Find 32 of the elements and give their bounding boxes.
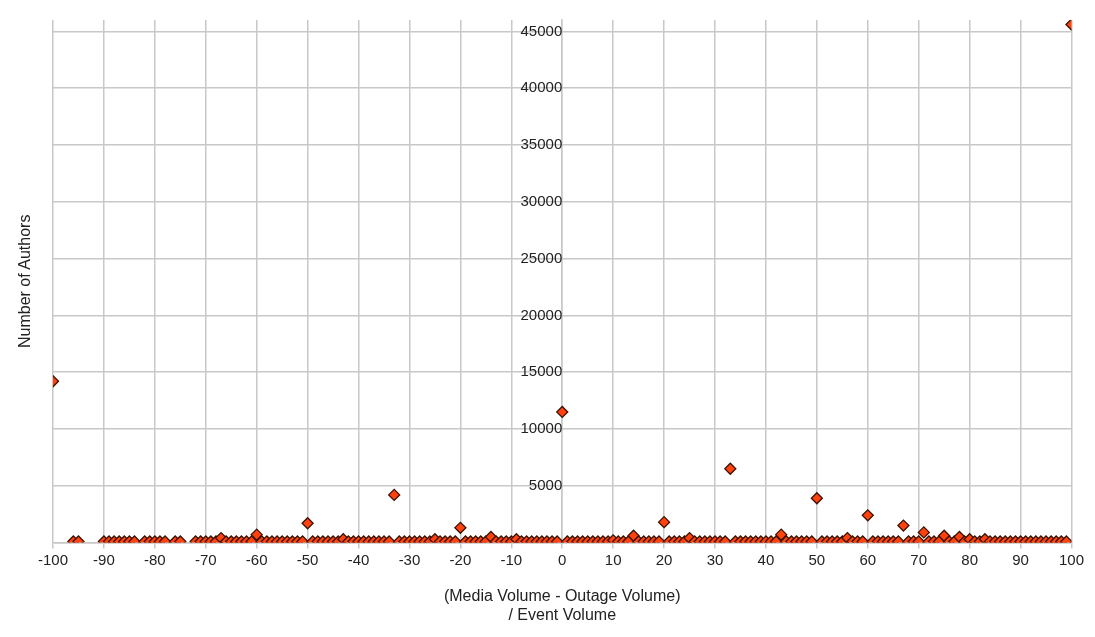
x-tick-label: 30 bbox=[706, 550, 724, 568]
y-tick-label: 15000 bbox=[520, 362, 563, 380]
x-tick-label: -90 bbox=[93, 550, 115, 568]
x-tick-label: 90 bbox=[1012, 550, 1029, 568]
y-tick-label: 35000 bbox=[520, 135, 563, 153]
y-tick-label: 20000 bbox=[520, 305, 563, 323]
y-axis-title: Number of Authors bbox=[16, 214, 34, 348]
x-tick-label: -40 bbox=[347, 550, 370, 568]
x-tick-label: 50 bbox=[808, 550, 826, 568]
x-tick-label: 20 bbox=[655, 550, 673, 568]
y-tick-label: 5000 bbox=[528, 475, 563, 493]
x-tick-label: 100 bbox=[1058, 550, 1084, 568]
y-tick-label: 45000 bbox=[520, 21, 563, 39]
x-tick-label: -30 bbox=[398, 550, 421, 568]
x-tick-label: -50 bbox=[296, 550, 319, 568]
x-tick-label: -60 bbox=[245, 550, 268, 568]
x-axis-title: (Media Volume - Outage Volume) / Event Volume bbox=[443, 586, 681, 623]
x-tick-label: -10 bbox=[500, 550, 523, 568]
x-tick-label: 10 bbox=[604, 550, 622, 568]
x-tick-label: -100 bbox=[37, 550, 69, 568]
x-tick-label: 40 bbox=[757, 550, 775, 568]
y-tick-label: 40000 bbox=[520, 78, 563, 96]
x-tick-label: -80 bbox=[144, 550, 166, 568]
x-tick-label: 60 bbox=[859, 550, 877, 568]
y-tick-label: 30000 bbox=[520, 191, 563, 209]
x-tick-label: -20 bbox=[449, 550, 472, 568]
y-tick-label: 25000 bbox=[520, 248, 563, 266]
x-tick-label: -70 bbox=[194, 550, 217, 568]
x-tick-label: 70 bbox=[910, 550, 928, 568]
y-tick-label: 10000 bbox=[520, 419, 563, 437]
x-tick-label: 0 bbox=[558, 550, 567, 568]
x-tick-label: 80 bbox=[961, 550, 978, 568]
